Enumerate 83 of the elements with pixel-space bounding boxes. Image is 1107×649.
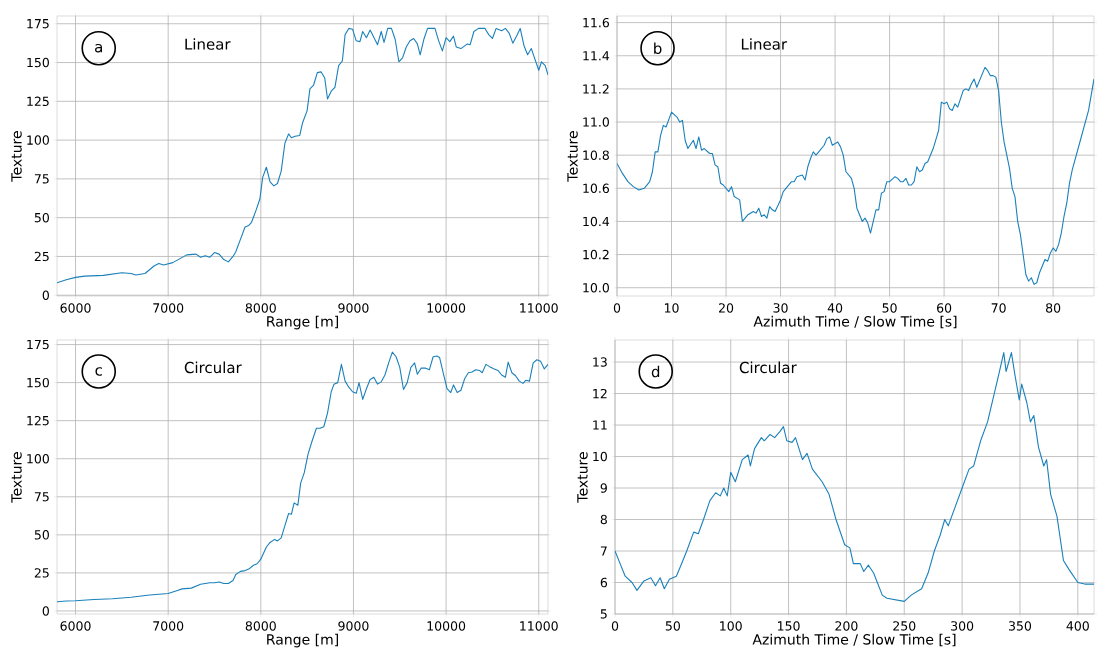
y-tick-label: 50 bbox=[34, 212, 49, 223]
y-tick-label: 100 bbox=[27, 135, 49, 145]
x-tick-label: 8000 bbox=[245, 621, 276, 631]
x-tick-label: 30 bbox=[773, 303, 788, 313]
y-tick-label: 11.0 bbox=[583, 117, 609, 127]
y-tick-label: 6 bbox=[600, 577, 608, 588]
annotation: d bbox=[651, 365, 660, 378]
x-tick-label: 0 bbox=[613, 303, 621, 313]
annotation: b bbox=[654, 42, 662, 55]
y-tick-label: 13 bbox=[593, 357, 607, 367]
x-tick-label: 400 bbox=[1066, 621, 1089, 631]
y-axis-title: Texture bbox=[11, 452, 22, 503]
y-tick-label: 0 bbox=[42, 290, 49, 300]
y-tick-label: 50 bbox=[34, 530, 49, 540]
x-tick-label: 250 bbox=[893, 621, 916, 631]
x-tick-label: 6000 bbox=[60, 303, 91, 313]
x-tick-label: 150 bbox=[778, 621, 800, 631]
x-tick-label: 9000 bbox=[338, 303, 369, 313]
x-tick-label: 10 bbox=[664, 303, 679, 313]
x-axis-title: Range [m] bbox=[267, 633, 338, 648]
text: Circular bbox=[739, 361, 797, 374]
x-tick-label: 200 bbox=[835, 621, 858, 631]
x-tick-label: 11000 bbox=[520, 621, 558, 631]
x-tick-label: 8000 bbox=[245, 303, 276, 313]
y-tick-label: 25 bbox=[34, 568, 49, 578]
x-tick-label: 40 bbox=[827, 303, 843, 313]
y-tick-label: 10.0 bbox=[583, 282, 609, 293]
y-tick-label: 10.6 bbox=[583, 183, 610, 194]
y-tick-label: 175 bbox=[27, 339, 49, 350]
x-tick-label: 50 bbox=[882, 303, 897, 313]
y-axis-title: Texture bbox=[577, 452, 588, 503]
x-tick-label: 10000 bbox=[427, 303, 466, 313]
y-axis-title: Texture bbox=[567, 131, 578, 182]
y-tick-label: 10.8 bbox=[583, 150, 609, 160]
x-tick-label: 50 bbox=[665, 621, 680, 631]
x-axis-title: Azimuth Time / Slow Time [s] bbox=[753, 315, 957, 329]
y-tick-label: 100 bbox=[27, 454, 49, 464]
x-tick-label: 20 bbox=[719, 303, 734, 313]
y-tick-label: 25 bbox=[34, 251, 49, 262]
x-tick-label: 9000 bbox=[338, 621, 369, 631]
line-series bbox=[615, 352, 1095, 602]
y-axis-title: Texture bbox=[11, 131, 22, 182]
line-series bbox=[617, 66, 1095, 285]
y-tick-label: 9 bbox=[600, 483, 607, 493]
y-tick-label: 75 bbox=[34, 174, 49, 184]
y-tick-label: 5 bbox=[600, 609, 607, 619]
x-tick-label: 7000 bbox=[153, 303, 184, 313]
y-tick-label: 125 bbox=[27, 96, 49, 107]
annotation: c bbox=[95, 367, 102, 376]
x-tick-label: 350 bbox=[1008, 621, 1032, 631]
y-tick-label: 150 bbox=[27, 57, 49, 68]
line-series bbox=[57, 351, 548, 603]
text: Circular bbox=[184, 361, 242, 374]
y-tick-label: 10.4 bbox=[583, 216, 610, 227]
x-tick-label: 11000 bbox=[520, 303, 558, 313]
y-tick-label: 11.4 bbox=[583, 51, 610, 61]
y-tick-label: 12 bbox=[593, 388, 607, 399]
annotation: a bbox=[95, 43, 102, 53]
y-tick-label: 175 bbox=[27, 19, 49, 29]
x-tick-label: 0 bbox=[611, 621, 619, 631]
y-tick-label: 150 bbox=[27, 377, 49, 388]
y-tick-label: 10 bbox=[593, 451, 607, 462]
text: Linear bbox=[185, 38, 231, 50]
x-axis-title: Azimuth Time / Slow Time [s] bbox=[752, 633, 956, 647]
y-tick-label: 0 bbox=[42, 606, 49, 616]
y-tick-label: 10.2 bbox=[583, 249, 609, 260]
x-tick-label: 70 bbox=[991, 303, 1006, 313]
x-tick-label: 60 bbox=[937, 303, 952, 313]
x-tick-label: 10000 bbox=[427, 621, 466, 631]
y-tick-label: 11 bbox=[593, 420, 607, 430]
y-tick-label: 75 bbox=[34, 492, 49, 502]
x-tick-label: 6000 bbox=[60, 621, 91, 631]
x-tick-label: 80 bbox=[1046, 303, 1061, 313]
y-tick-label: 8 bbox=[600, 514, 607, 525]
y-tick-label: 11.2 bbox=[583, 84, 609, 94]
x-axis-title: Range [m] bbox=[267, 315, 338, 330]
text: Linear bbox=[741, 38, 788, 50]
y-tick-label: 125 bbox=[27, 415, 49, 426]
x-tick-label: 7000 bbox=[153, 621, 184, 631]
y-tick-label: 11.6 bbox=[583, 17, 610, 28]
y-tick-label: 7 bbox=[600, 546, 607, 556]
x-tick-label: 100 bbox=[720, 621, 742, 631]
x-tick-label: 300 bbox=[951, 621, 974, 631]
